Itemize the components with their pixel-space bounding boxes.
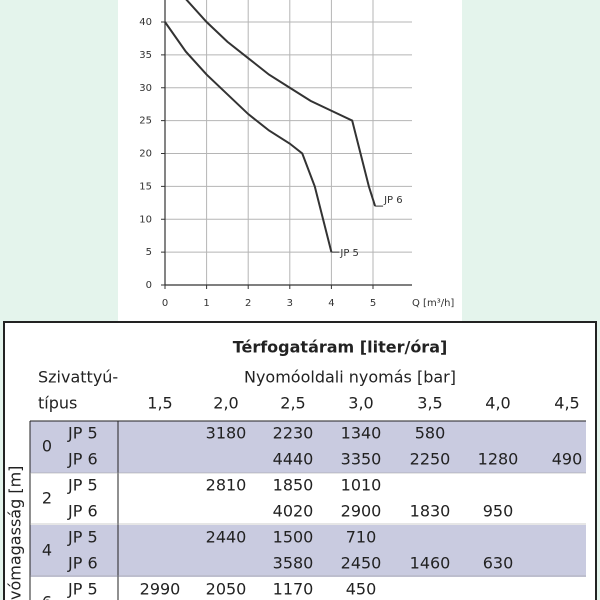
y-tick-label: 5 (146, 247, 152, 258)
series-line (164, 21, 333, 253)
flow-value: 3180 (206, 424, 247, 443)
pump-type: JP 5 (67, 476, 98, 495)
y-tick-label: 10 (139, 214, 152, 225)
row-shading (30, 525, 586, 577)
flow-value: 710 (346, 528, 377, 547)
x-axis-label: Q [m³/h] (412, 298, 454, 309)
pump-type: JP 6 (67, 502, 98, 521)
pressure-label: 4,0 (485, 394, 510, 413)
flow-value: 3580 (273, 554, 314, 573)
depth-label: 2 (42, 489, 52, 508)
x-tick-label: 1 (203, 298, 209, 309)
x-tick-label: 2 (245, 298, 251, 309)
y-tick-label: 0 (146, 280, 152, 291)
y-tick-label: 30 (139, 83, 152, 94)
flow-value: 630 (483, 554, 514, 573)
pressure-label: 3,5 (417, 394, 442, 413)
x-tick-label: 5 (370, 298, 376, 309)
type-header: Szivattyú- (38, 368, 118, 387)
x-tick-label: 4 (328, 298, 334, 309)
y-tick-label: 15 (139, 181, 152, 192)
y-tick-label: 20 (139, 149, 152, 160)
x-tick-label: 3 (287, 298, 293, 309)
flow-value: 1460 (410, 554, 451, 573)
flow-value: 4020 (273, 502, 314, 521)
flow-value: 2990 (140, 580, 181, 599)
flow-value: 1340 (341, 424, 382, 443)
pressure-label: 3,0 (348, 394, 373, 413)
flow-value: 1010 (341, 476, 382, 495)
pressure-label: 2,0 (213, 394, 238, 413)
flow-value: 2250 (410, 450, 451, 469)
flow-value: 2230 (273, 424, 314, 443)
flow-value: 1500 (273, 528, 314, 547)
flow-value: 1830 (410, 502, 451, 521)
flow-value: 450 (346, 580, 377, 599)
flow-value: 2450 (341, 554, 382, 573)
pressure-label: 1,5 (147, 394, 172, 413)
flow-value: 2900 (341, 502, 382, 521)
depth-label: 6 (42, 593, 52, 600)
row-shading (30, 421, 586, 473)
pump-type: JP 6 (67, 450, 98, 469)
x-tick-label: 0 (162, 298, 168, 309)
flow-value: 2050 (206, 580, 247, 599)
flow-value: 3350 (341, 450, 382, 469)
flow-value: 950 (483, 502, 514, 521)
pressure-header: Nyomóoldali nyomás [bar] (244, 368, 456, 387)
chart: 0 1 2 3 4 5 0 5 10 15 20 25 30 35 40 Q [m³/h] JP 5 JP 6 (139, 0, 454, 309)
y-tick-label: 25 (139, 116, 152, 127)
y-tick-label: 40 (139, 17, 152, 28)
flow-value: 580 (415, 424, 446, 443)
depth-label: 0 (42, 437, 52, 456)
depth-label: 4 (42, 541, 52, 560)
series-label: JP 6 (383, 195, 403, 206)
flow-value: 4440 (273, 450, 314, 469)
flow-value: 1850 (273, 476, 314, 495)
pump-type: JP 5 (67, 424, 98, 443)
y-tick-label: 35 (139, 50, 152, 61)
pressure-label: 4,5 (554, 394, 579, 413)
side-label: vómagasság [m] (6, 466, 25, 600)
flow-value: 2810 (206, 476, 247, 495)
series-line (185, 0, 377, 207)
table: Térfogatáram [liter/óra] Szivattyú-típus N… (3, 321, 597, 600)
plot-area (164, 0, 377, 253)
pressure-label: 2,5 (280, 394, 305, 413)
type-header: típus (38, 394, 77, 413)
series-label: JP 5 (339, 248, 359, 259)
pump-type: JP 5 (67, 580, 98, 599)
flow-value: 1170 (273, 580, 314, 599)
pump-type: JP 5 (67, 528, 98, 547)
table-title: Térfogatáram [liter/óra] (233, 338, 448, 357)
flow-value: 2440 (206, 528, 247, 547)
pump-type: JP 6 (67, 554, 98, 573)
flow-value: 490 (552, 450, 583, 469)
flow-value: 1280 (478, 450, 519, 469)
